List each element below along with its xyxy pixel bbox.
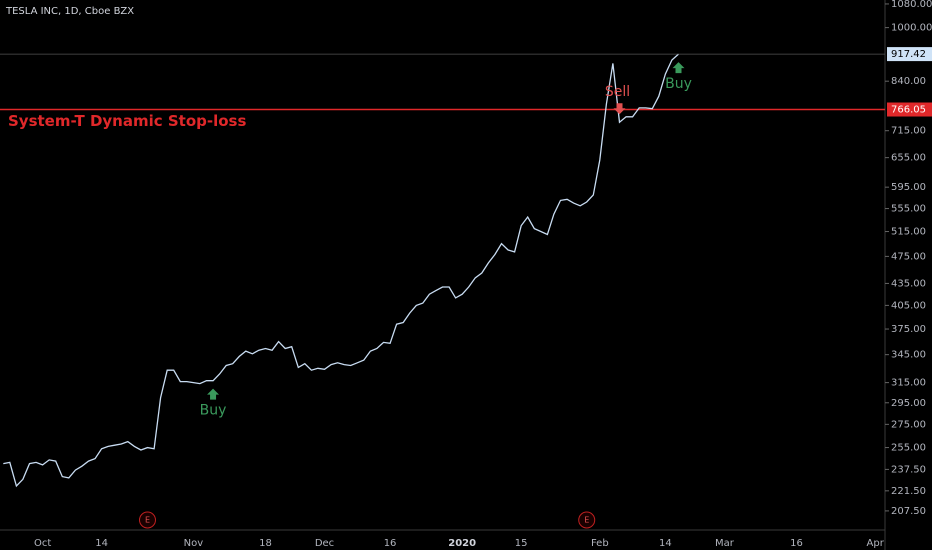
- y-tick-label: 375.00: [891, 324, 926, 335]
- price-tag-label: 766.05: [891, 105, 926, 116]
- y-tick-label: 475.00: [891, 251, 926, 262]
- y-tick-label: 221.50: [891, 486, 926, 497]
- x-tick-label: Oct: [34, 538, 51, 549]
- signal-label: Buy: [200, 403, 227, 419]
- y-tick-label: 255.00: [891, 443, 926, 454]
- signal-label: Sell: [605, 84, 630, 100]
- sell-arrow: [613, 103, 626, 115]
- x-tick-label: Apr: [867, 538, 885, 549]
- y-tick-label: 555.00: [891, 204, 926, 215]
- stop-loss-label: System-T Dynamic Stop-loss: [8, 112, 246, 130]
- y-tick-label: 435.00: [891, 278, 926, 289]
- buy-arrow: [672, 62, 685, 74]
- y-tick-label: 405.00: [891, 300, 926, 311]
- x-tick-label: 18: [259, 538, 272, 549]
- y-tick-label: 1080.00: [891, 0, 932, 10]
- y-tick-label: 315.00: [891, 378, 926, 389]
- x-tick-label: Feb: [591, 538, 609, 549]
- y-tick-label: 715.00: [891, 126, 926, 137]
- price-tag-label: 917.42: [891, 49, 926, 60]
- y-tick-label: 840.00: [891, 76, 926, 87]
- x-tick-label: Mar: [715, 538, 735, 549]
- event-marker: [578, 511, 596, 529]
- x-tick-label: 14: [659, 538, 672, 549]
- event-marker: [139, 511, 156, 529]
- x-tick-label: 16: [790, 538, 803, 549]
- event-label: E: [584, 516, 589, 525]
- chart-title: TESLA INC, 1D, Cboe BZX: [5, 6, 134, 17]
- x-tick-label: Nov: [184, 538, 204, 549]
- price-line: [3, 53, 679, 488]
- y-tick-label: 345.00: [891, 350, 926, 361]
- y-tick-label: 655.00: [891, 153, 926, 164]
- y-tick-label: 595.00: [891, 182, 926, 193]
- buy-arrow: [207, 388, 220, 400]
- y-tick-label: 237.50: [891, 464, 926, 475]
- x-tick-label: 14: [95, 538, 108, 549]
- x-tick-label: 15: [515, 538, 528, 549]
- x-tick-label: 16: [384, 538, 397, 549]
- y-tick-label: 1000.00: [891, 23, 932, 34]
- y-tick-label: 275.00: [891, 419, 926, 430]
- signal-label: Buy: [665, 76, 692, 92]
- y-tick-label: 207.50: [891, 506, 926, 517]
- event-label: E: [145, 516, 150, 525]
- x-tick-label: 2020: [448, 538, 476, 549]
- x-tick-label: Dec: [315, 538, 334, 549]
- y-tick-label: 295.00: [891, 398, 926, 409]
- price-tag: [887, 102, 932, 117]
- y-tick-label: 515.00: [891, 227, 926, 238]
- price-tag: [887, 47, 932, 62]
